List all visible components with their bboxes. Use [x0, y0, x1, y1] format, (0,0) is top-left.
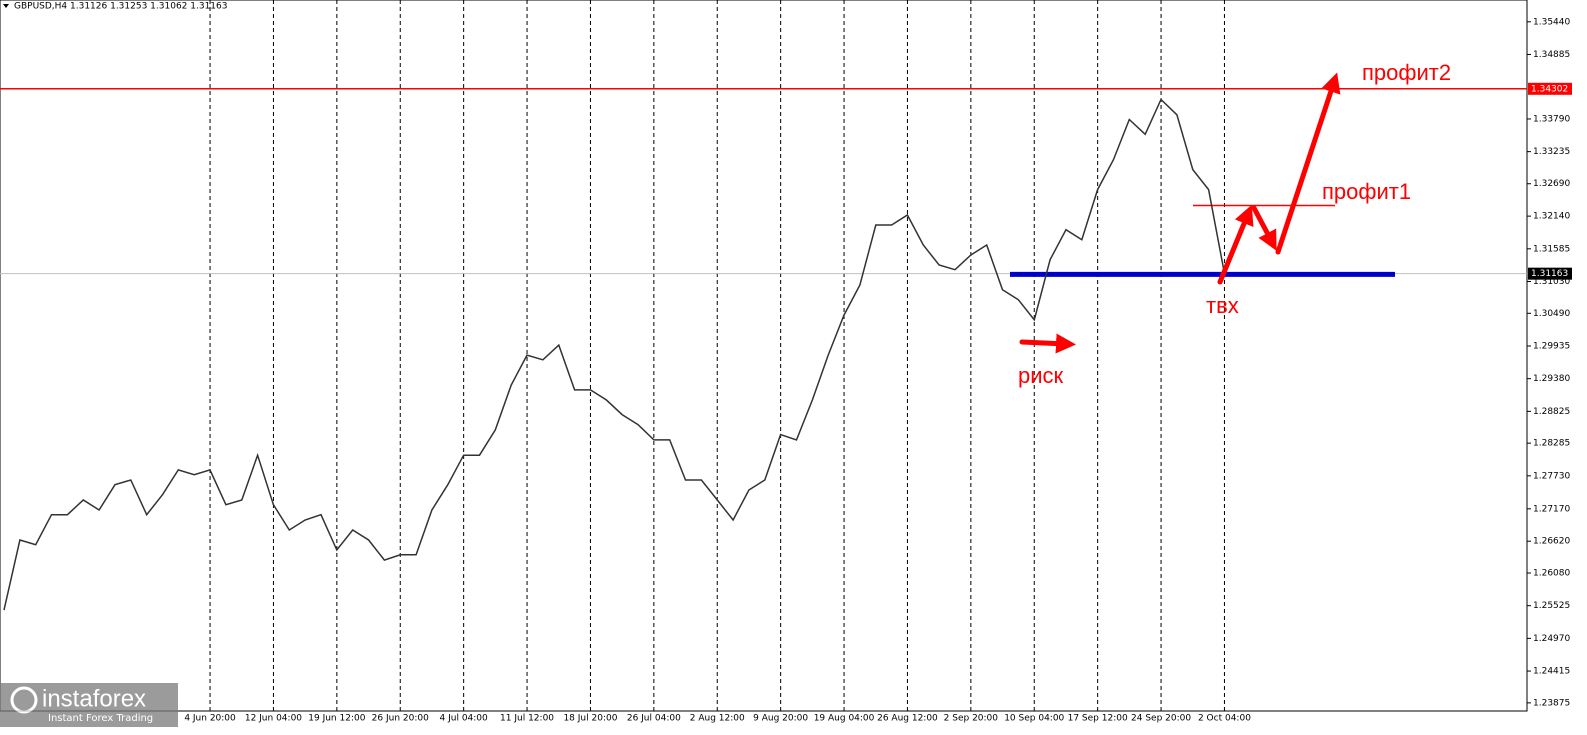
y-tick-label: 1.27730	[1533, 471, 1570, 481]
y-tick-label: 1.30490	[1533, 309, 1570, 319]
y-tick-label: 1.34885	[1533, 50, 1570, 60]
watermark-logo	[10, 686, 38, 714]
y-tick-label: 1.26080	[1533, 569, 1570, 579]
x-tick-label: 26 Jul 04:00	[627, 714, 681, 724]
watermark: instaforex Instant Forex Trading	[0, 683, 178, 727]
x-tick-label: 17 Sep 12:00	[1068, 714, 1128, 724]
watermark-tagline: Instant Forex Trading	[48, 713, 153, 724]
y-tick-label: 1.35440	[1533, 17, 1570, 27]
y-tick-label: 1.24970	[1533, 634, 1570, 644]
price-label: 1.34302	[1531, 84, 1568, 94]
annotation: профит2	[1362, 60, 1451, 85]
y-tick-label: 1.33790	[1533, 114, 1570, 124]
y-tick-label: 1.32690	[1533, 179, 1570, 189]
y-tick-label: 1.31585	[1533, 244, 1570, 254]
x-tick-label: 2 Sep 20:00	[944, 714, 999, 724]
x-tick-label: 2 Aug 12:00	[690, 714, 745, 724]
watermark-name: instaforex	[42, 685, 146, 712]
x-tick-label: 12 Jun 04:00	[245, 714, 302, 724]
y-tick-label: 1.29380	[1533, 374, 1570, 384]
y-tick-label: 1.24415	[1533, 667, 1570, 677]
annotation: риск	[1018, 363, 1064, 388]
chart-title: GBPUSD,H4 1.31126 1.31253 1.31062 1.3116…	[14, 2, 227, 12]
price-label-box	[1528, 267, 1572, 280]
y-tick-label: 1.26620	[1533, 537, 1570, 547]
arrow	[1217, 204, 1254, 285]
drawings	[1019, 72, 1341, 354]
price-label-box	[1528, 82, 1572, 95]
y-tick-label: 1.28825	[1533, 407, 1570, 417]
x-tick-label: 19 Jun 12:00	[308, 714, 365, 724]
annotation: профит1	[1322, 179, 1411, 204]
x-tick-label: 26 Jun 20:00	[372, 714, 429, 724]
x-tick-label: 11 Jul 12:00	[500, 714, 554, 724]
y-tick-label: 1.32140	[1533, 212, 1570, 222]
y-tick-label: 1.27170	[1533, 504, 1570, 514]
arrow	[1019, 333, 1076, 354]
plot-frame	[0, 0, 1528, 712]
price-label: 1.31163	[1531, 269, 1568, 279]
y-tick-label: 1.25525	[1533, 601, 1570, 611]
x-tick-label: 9 Aug 20:00	[753, 714, 808, 724]
arrow	[1275, 72, 1341, 255]
y-tick-label: 1.23875	[1533, 698, 1570, 708]
y-tick-label: 1.28285	[1533, 439, 1570, 449]
y-tick-label: 1.33235	[1533, 147, 1570, 157]
annotation: твх	[1206, 293, 1239, 318]
x-tick-label: 4 Jun 20:00	[184, 714, 236, 724]
menu-triangle	[3, 4, 9, 8]
x-tick-label: 19 Aug 04:00	[814, 714, 875, 724]
x-tick-label: 24 Sep 20:00	[1131, 714, 1191, 724]
price-line-series	[3, 98, 1226, 611]
y-tick-label: 1.29935	[1533, 341, 1570, 351]
x-tick-label: 2 Oct 04:00	[1198, 714, 1251, 724]
arrow	[1251, 205, 1277, 251]
x-tick-label: 18 Jul 20:00	[563, 714, 617, 724]
x-tick-label: 4 Jul 04:00	[440, 714, 489, 724]
y-tick-label: 1.31030	[1533, 277, 1570, 287]
x-tick-label: 10 Sep 04:00	[1004, 714, 1064, 724]
x-tick-label: 26 Aug 12:00	[877, 714, 938, 724]
